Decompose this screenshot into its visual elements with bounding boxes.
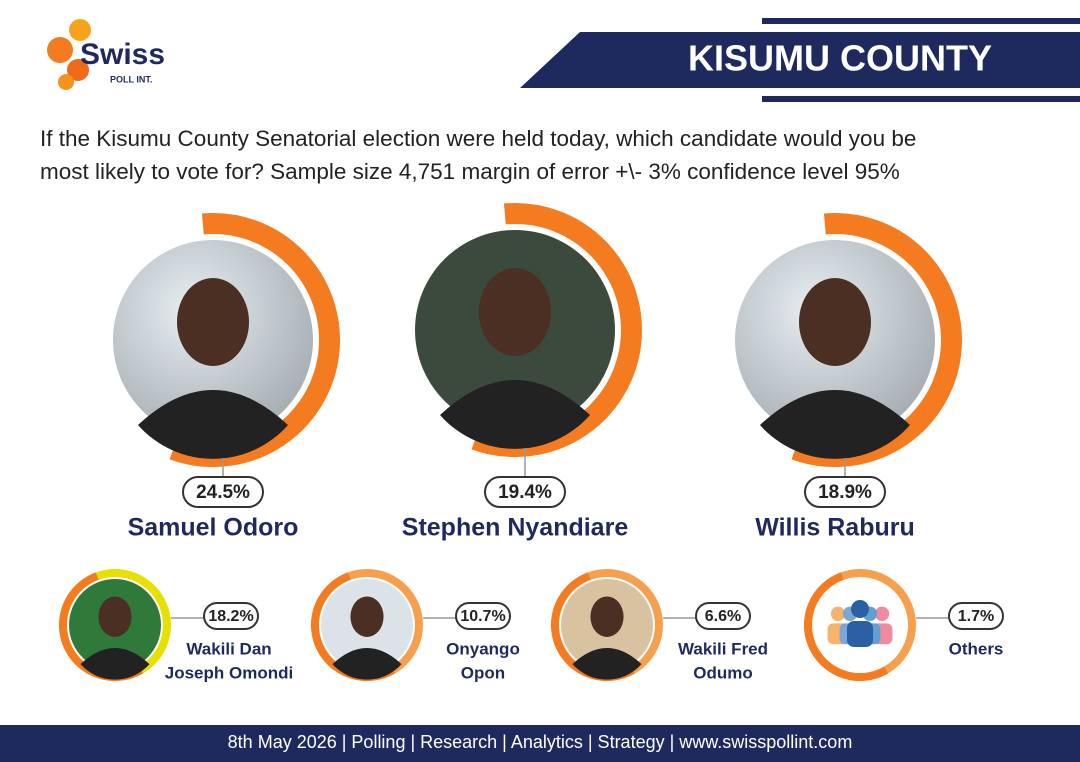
share-box bbox=[695, 602, 751, 630]
logo-name: Swiss bbox=[80, 38, 165, 71]
share-box bbox=[455, 602, 511, 630]
photo-body bbox=[332, 648, 402, 680]
candidate-name: Onyango bbox=[446, 639, 520, 658]
share-value: 18.2% bbox=[208, 608, 253, 625]
share-box bbox=[804, 476, 886, 508]
share-value: 10.7% bbox=[460, 608, 505, 625]
share-value: 24.5% bbox=[196, 482, 250, 503]
photo-head bbox=[98, 596, 132, 637]
photo-body bbox=[80, 648, 150, 680]
photo-head bbox=[177, 278, 249, 366]
candidate-name: Others bbox=[949, 639, 1004, 658]
share-value: 1.7% bbox=[958, 608, 994, 625]
icon-head bbox=[830, 606, 846, 621]
share-box bbox=[484, 476, 566, 508]
footer-text: 8th May 2026 | Polling | Research | Anal… bbox=[228, 732, 853, 752]
banner-line bbox=[762, 96, 1080, 102]
photo-body bbox=[138, 390, 288, 459]
share-box bbox=[948, 602, 1004, 630]
share-value: 19.4% bbox=[498, 482, 552, 503]
candidate-name: Stephen Nyandiare bbox=[402, 514, 629, 542]
icon-head bbox=[851, 600, 869, 618]
photo-head bbox=[590, 596, 624, 637]
share-box bbox=[203, 602, 259, 630]
share-box bbox=[182, 476, 264, 508]
logo: Swiss POLL INT. bbox=[47, 19, 165, 90]
icon-head bbox=[874, 606, 890, 621]
candidate-name: Wakili Fred bbox=[678, 639, 768, 658]
footer-bar bbox=[0, 725, 1080, 762]
candidate-name: Willis Raburu bbox=[755, 514, 915, 542]
photo-head bbox=[350, 596, 384, 637]
logo-tagline: POLL INT. bbox=[110, 74, 152, 84]
photo-body bbox=[572, 648, 642, 680]
banner-line bbox=[762, 18, 1080, 24]
header-title: KISUMU COUNTY bbox=[688, 38, 992, 79]
question-line: most likely to vote for? Sample size 4,7… bbox=[40, 159, 900, 184]
candidate-name: Wakili Dan bbox=[186, 639, 271, 658]
candidate-name: Opon bbox=[461, 663, 505, 682]
share-value: 18.9% bbox=[818, 482, 872, 503]
photo-body bbox=[760, 390, 910, 459]
icon-body bbox=[847, 621, 873, 647]
question-line: If the Kisumu County Senatorial election… bbox=[40, 126, 916, 151]
photo-head bbox=[479, 268, 551, 356]
photo-head bbox=[799, 278, 871, 366]
share-value: 6.6% bbox=[705, 608, 741, 625]
photo-body bbox=[440, 380, 590, 449]
candidate-name: Samuel Odoro bbox=[128, 514, 299, 542]
ring-arc bbox=[804, 572, 888, 681]
banner bbox=[520, 32, 1080, 88]
candidate-name: Joseph Omondi bbox=[165, 663, 293, 682]
candidate-name: Odumo bbox=[693, 663, 753, 682]
